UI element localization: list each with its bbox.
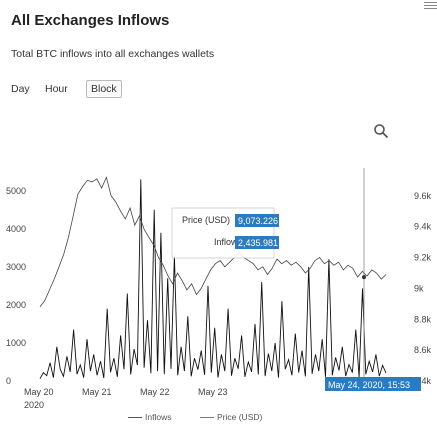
x-tick-label: May 20	[24, 387, 54, 397]
x-year-label: 2020	[24, 400, 44, 410]
x-tick-label: May 21	[82, 387, 112, 397]
legend-price-label: Price (USD)	[217, 412, 263, 422]
y-left-tick-label: 4000	[6, 224, 26, 234]
y-right-tick-label: 9.4k	[414, 222, 432, 232]
cursor-dot	[362, 275, 366, 280]
menu-icon[interactable]	[424, 2, 437, 12]
page-subtitle: Total BTC inflows into all exchanges wal…	[11, 48, 215, 60]
tooltip-price-value: 9,073.226	[238, 216, 278, 226]
y-left-tick-label: 3000	[6, 262, 26, 272]
tooltip-inflows-value: 2,435.981	[238, 238, 278, 248]
range-day-button[interactable]: Day	[11, 83, 30, 95]
date-badge: May 24, 2020, 15:53	[325, 377, 421, 391]
inflows-series-line	[39, 179, 387, 379]
x-tick-label: May 23	[198, 387, 228, 397]
y-left-tick-label: 1000	[6, 338, 26, 348]
y-right-tick-label: 9k	[414, 283, 424, 293]
y-right-tick-label: 8.4k	[414, 376, 432, 386]
date-badge-text: May 24, 2020, 15:53	[328, 380, 410, 390]
tooltip-price-label: Price (USD)	[182, 215, 230, 225]
legend-inflows-swatch	[128, 417, 142, 419]
range-hour-button[interactable]: Hour	[45, 83, 68, 95]
y-right-tick-label: 8.6k	[414, 345, 432, 355]
tooltip-inflows-label: Inflows	[214, 237, 243, 247]
y-right-tick-label: 9.6k	[414, 191, 432, 201]
y-left-tick-label: 2000	[6, 300, 26, 310]
y-left-tick-label: 0	[6, 376, 11, 386]
y-left-tick-label: 5000	[6, 186, 26, 196]
x-tick-label: May 22	[140, 387, 170, 397]
legend-inflows-label: Inflows	[145, 412, 172, 422]
legend-price-swatch	[200, 417, 214, 419]
page-title: All Exchanges Inflows	[11, 12, 170, 29]
legend-price[interactable]: Price (USD)	[200, 412, 262, 422]
range-block-button[interactable]: Block	[86, 80, 122, 98]
zoom-icon[interactable]	[373, 123, 389, 139]
y-right-tick-label: 9.2k	[414, 253, 432, 263]
legend-inflows[interactable]: Inflows	[128, 412, 171, 422]
price-series-line	[39, 176, 387, 308]
y-right-tick-label: 8.8k	[414, 314, 432, 324]
tooltip: Price (USD) 9,073.226 Inflows 2,435.981	[171, 207, 279, 259]
